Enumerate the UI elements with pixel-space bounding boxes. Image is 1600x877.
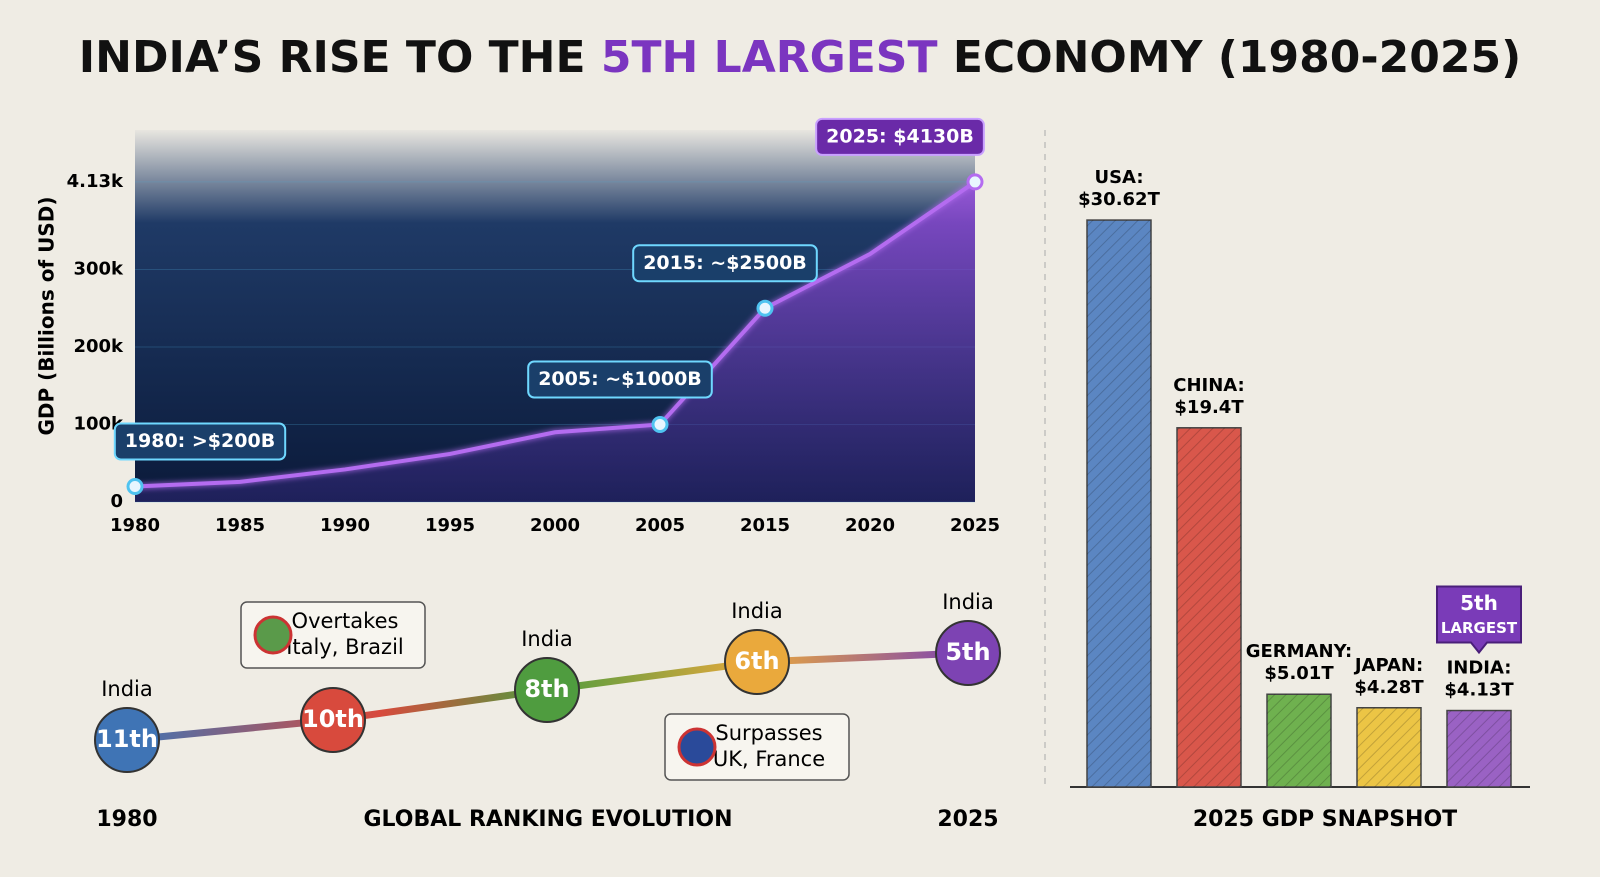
rank-text: 8th (524, 675, 569, 703)
annotation: 2015: ~$2500B (643, 252, 807, 274)
rank-text: 5th (945, 638, 990, 666)
title-part: ECONOMY (1980-2025) (953, 32, 1521, 83)
category-label: USA: (1094, 167, 1143, 188)
ranking-end: 2025 (937, 807, 998, 832)
x-tick-label: 1985 (215, 515, 265, 536)
category-label: CHINA: (1173, 375, 1245, 396)
x-tick-label: 2005 (635, 515, 685, 536)
bar-hatch (1087, 220, 1151, 788)
rank-text: 10th (302, 705, 364, 733)
rank-node (935, 620, 1001, 686)
x-tick-label: 1995 (425, 515, 475, 536)
title-part: INDIA’S RISE TO THE (79, 32, 586, 83)
value-label: $5.01T (1264, 663, 1334, 684)
annotation-box (815, 117, 985, 156)
ranking-title: GLOBAL RANKING EVOLUTION (364, 807, 733, 832)
y-tick-label: 0 (110, 491, 123, 512)
badge (1436, 585, 1522, 655)
bar-hatch (1177, 427, 1241, 787)
bar-hatch (1267, 694, 1331, 787)
bar-hatch (1357, 707, 1421, 787)
node-label: India (101, 677, 153, 701)
callout-text: UK, France (713, 747, 825, 771)
rank-text: 6th (734, 647, 779, 675)
flag-icon (677, 727, 717, 767)
rank-node (94, 707, 160, 773)
y-tick-label: 100k (73, 414, 124, 435)
category-label: INDIA: (1447, 658, 1512, 679)
node-label: India (942, 590, 994, 614)
x-tick-label: 2020 (845, 515, 895, 536)
value-label: $19.4T (1174, 397, 1244, 418)
annotation: 2025: $4130B (826, 125, 974, 147)
x-tick-label: 2000 (530, 515, 580, 536)
area (135, 181, 975, 503)
ranking-start: 1980 (96, 807, 157, 832)
x-tick-label: 1980 (110, 515, 160, 536)
annotation-box (113, 422, 287, 461)
callout-text: Surpasses (715, 721, 822, 745)
y-tick-label: 200k (73, 336, 124, 357)
annotation: 1980: >$200B (125, 430, 275, 452)
callout-box (664, 713, 850, 781)
title-highlight: 5TH LARGEST (601, 32, 938, 83)
rank-node (300, 687, 366, 753)
rank-text: 11th (96, 725, 158, 753)
main-title: INDIA’S RISE TO THE 5TH LARGEST ECONOMY … (79, 32, 1521, 83)
y-tick-label: 4.13k (67, 171, 124, 192)
node-label: India (521, 627, 573, 651)
x-tick-label: 2015 (740, 515, 790, 536)
badge-rank: 5th (1460, 591, 1498, 615)
x-tick-label: 2025 (950, 515, 1000, 536)
node-label: India (731, 599, 783, 623)
callout-box (240, 601, 426, 669)
value-label: $30.62T (1078, 189, 1160, 210)
annotation-box (527, 360, 713, 399)
annotation: 2005: ~$1000B (538, 368, 702, 390)
category-label: JAPAN: (1353, 655, 1423, 676)
flag-icon (253, 615, 293, 655)
x-tick-label: 1990 (320, 515, 370, 536)
point (966, 173, 984, 191)
line (134, 180, 977, 489)
rank-node (724, 629, 790, 695)
y-axis-label: GDP (Billions of USD) (35, 196, 59, 435)
bar-hatch (1447, 710, 1511, 787)
value-label: $4.13T (1444, 680, 1514, 701)
callout-text: Italy, Brazil (286, 635, 404, 659)
point (756, 299, 774, 317)
point (651, 416, 669, 433)
point (126, 478, 144, 495)
y-tick-label: 300k (73, 259, 124, 280)
bar-chart-title: 2025 GDP SNAPSHOT (1193, 807, 1457, 832)
callout-text: Overtakes (292, 609, 399, 633)
category-label: GERMANY: (1246, 641, 1353, 662)
annotation-box (632, 244, 818, 283)
rank-node (514, 657, 580, 723)
value-label: $4.28T (1354, 677, 1424, 698)
badge-text: LARGEST (1441, 619, 1518, 637)
